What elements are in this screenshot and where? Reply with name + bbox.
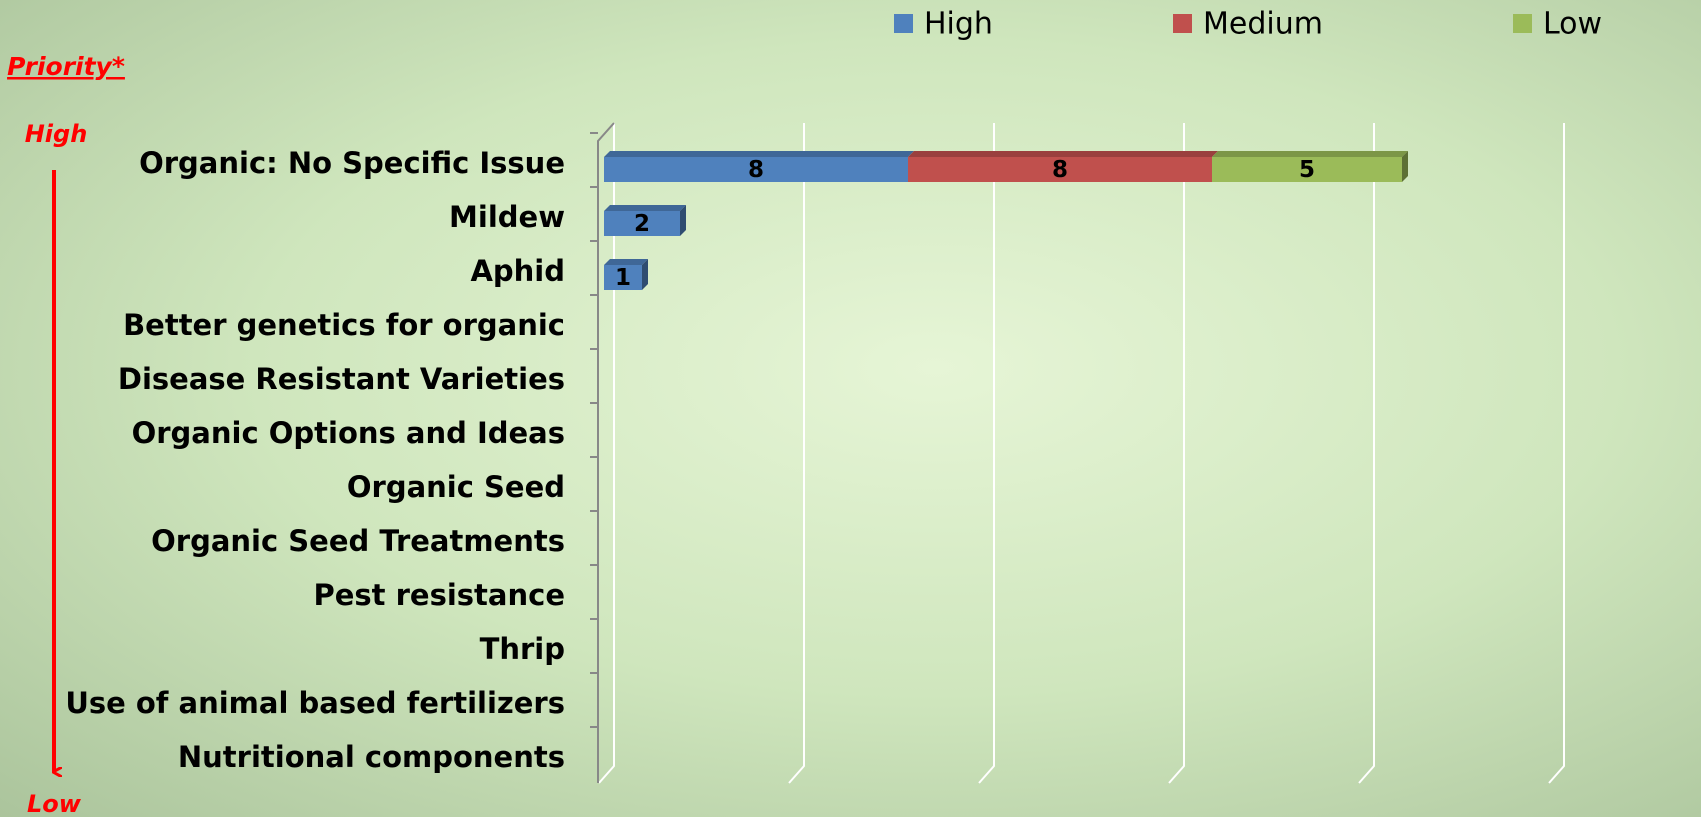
legend-label: High: [924, 7, 993, 42]
y-tick-label: Pest resistance: [313, 578, 565, 612]
data-label: 2: [634, 211, 650, 237]
grid-line: [1358, 123, 1375, 784]
legend-swatch: [1173, 14, 1192, 33]
legend-label: Medium: [1203, 7, 1323, 42]
y-tick-label: Organic: No Specific Issue: [139, 146, 565, 180]
y-tick-label: Nutritional components: [178, 740, 565, 774]
priority-high: High: [25, 120, 88, 148]
y-axis-line: [597, 122, 615, 783]
priority-title: Priority*: [7, 52, 125, 81]
grid-line: [1548, 123, 1565, 784]
grid-line: [978, 123, 995, 784]
bar-side: [1402, 151, 1408, 182]
y-tick-label: Use of animal based fertilizers: [65, 686, 565, 720]
bar: [604, 211, 680, 236]
bar-side: [642, 259, 648, 290]
y-tick-label: Organic Options and Ideas: [132, 416, 565, 450]
bar-top: [1212, 151, 1408, 157]
y-tick-label: Organic Seed: [347, 470, 565, 504]
bar: [604, 157, 908, 182]
data-label: 8: [1052, 157, 1068, 183]
legend-label: Low: [1543, 7, 1602, 42]
bar: [1212, 157, 1402, 182]
y-tick-label: Thrip: [480, 632, 565, 666]
grid-line: [1168, 123, 1185, 784]
data-label: 8: [748, 157, 764, 183]
y-tick-label: Better genetics for organic: [123, 308, 565, 342]
y-tick-label: Mildew: [449, 200, 565, 234]
bar-top: [604, 151, 914, 157]
bar-top: [908, 151, 1218, 157]
bar-side: [680, 205, 686, 236]
data-label: 5: [1299, 157, 1315, 183]
y-tick-label: Organic Seed Treatments: [151, 524, 565, 558]
bar: [908, 157, 1212, 182]
legend-swatch: [894, 14, 913, 33]
grid-line: [788, 123, 805, 784]
legend-swatch: [1513, 14, 1532, 33]
grid-line: [598, 123, 615, 784]
y-tick-label: Disease Resistant Varieties: [118, 362, 565, 396]
y-tick-label: Aphid: [470, 254, 565, 288]
priority-low: Low: [27, 790, 82, 817]
bar: [604, 265, 642, 290]
bar-top: [604, 259, 648, 265]
data-label: 1: [615, 265, 631, 291]
bar-top: [604, 205, 686, 211]
